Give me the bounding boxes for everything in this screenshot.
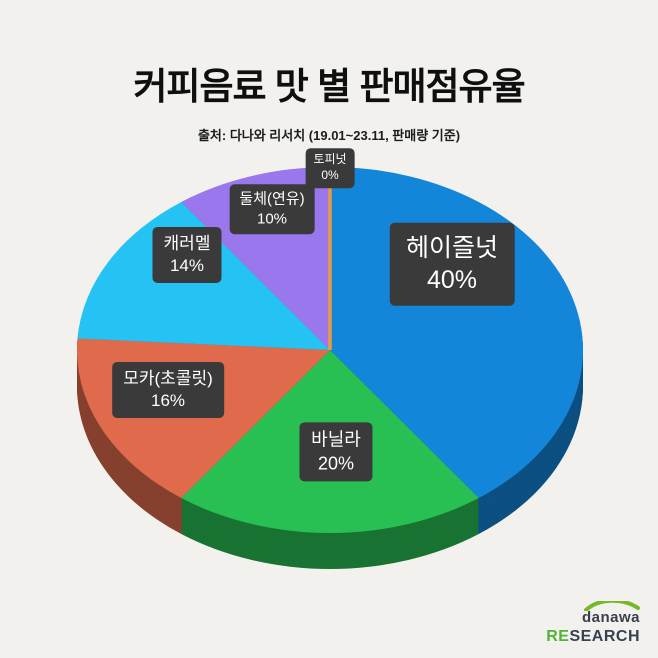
logo-research-text: RESEARCH (546, 628, 640, 645)
danawa-research-logo: danawa RESEARCH (546, 601, 640, 646)
chart-header: 커피음료 맛 별 판매점유율 출처: 다나와 리서치 (19.01~23.11,… (0, 56, 658, 144)
logo-swoosh-icon (583, 601, 640, 611)
page-title: 커피음료 맛 별 판매점유율 (133, 66, 525, 107)
logo-brand-text: danawa (581, 609, 640, 626)
page-subtitle: 출처: 다나와 리서치 (19.01~23.11, 판매량 기준) (197, 128, 461, 143)
